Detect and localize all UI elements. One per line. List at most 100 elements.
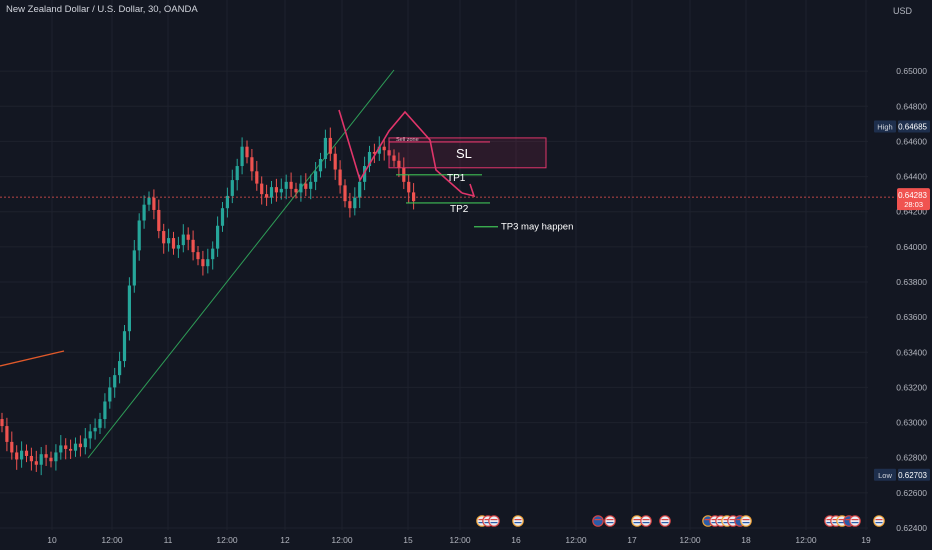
candle [147,191,151,211]
x-tick-label: 12:00 [565,535,587,545]
y-tick-label: 0.63000 [896,418,927,428]
candle [260,176,264,205]
candle [34,450,38,472]
candle [137,213,141,261]
candle [186,227,190,251]
candle [304,173,308,197]
candle [64,438,68,460]
candle [284,174,288,200]
y-tick-label: 0.64400 [896,172,927,182]
candle [338,160,342,194]
economic-events[interactable] [476,515,885,527]
candle [93,418,97,440]
x-tick-label: 12 [280,535,290,545]
candle [279,178,283,200]
event-flag-icon[interactable] [659,515,671,527]
candle [353,187,357,216]
candle [343,179,347,208]
candle [113,367,117,398]
candle [206,248,210,274]
candle [372,143,376,164]
y-tick-label: 0.65000 [896,66,927,76]
candle [255,160,259,191]
y-tick-label: 0.63200 [896,382,927,392]
x-tick-label: 12:00 [795,535,817,545]
sell-zone-box[interactable] [388,137,547,169]
candle [118,351,122,384]
candle [225,187,229,218]
chart-grid [0,0,868,530]
candle [191,230,195,261]
y-tick-label: 0.63600 [896,312,927,322]
x-tick-label: 12:00 [101,535,123,545]
candle [314,161,318,191]
x-tick-label: 12:00 [331,535,353,545]
x-tick-label: 19 [861,535,871,545]
candle [83,428,87,455]
tp1-label: TP1 [447,173,466,184]
y-tick-label: 0.62600 [896,488,927,498]
y-tick-label: 0.64800 [896,101,927,111]
event-flag-icon[interactable] [849,515,861,527]
candle [274,178,278,202]
event-flag-icon[interactable] [488,515,500,527]
candle [309,174,313,200]
event-flag-icon[interactable] [604,515,616,527]
event-flag-icon[interactable] [512,515,524,527]
candle [407,174,411,203]
countdown-value: 28:03 [904,200,923,209]
candle [132,240,136,293]
candle [397,152,401,178]
projection-arrowhead [461,183,476,198]
candle [98,412,102,434]
candle [181,224,185,253]
candle [294,182,298,199]
last-price-value: 0.64283 [898,191,927,200]
y-tick-label: 0.64600 [896,136,927,146]
candle [289,172,293,198]
event-flag-icon[interactable] [592,515,604,527]
candle [49,451,53,468]
candle [328,127,332,161]
candle [265,184,269,206]
candle [382,139,386,161]
candle [230,169,234,204]
svg-text:High: High [877,122,892,131]
candle [240,137,244,175]
price-axis[interactable]: 0.65000 0.64800 0.64600 0.64400 0.64200 0.640… [874,66,930,533]
candle [88,424,92,449]
x-tick-label: 15 [403,535,413,545]
x-tick-label: 10 [47,535,57,545]
annotations: Sell zone SL TP1 TP2 TP3 may happen [0,109,894,233]
symbol-title[interactable]: New Zealand Dollar / U.S. Dollar, 30, OA… [6,4,198,15]
orange-trendline [0,350,65,367]
candle [392,149,396,167]
event-flag-icon[interactable] [631,515,643,527]
x-tick-label: 12:00 [216,535,238,545]
event-flag-icon[interactable] [640,515,652,527]
candle [127,277,131,341]
candle [318,152,323,178]
candle [176,236,180,258]
event-flag-icon[interactable] [873,515,885,527]
candle [78,435,82,457]
high-marker: High 0.64685 [874,120,930,133]
candle [348,192,352,218]
candle [142,195,146,229]
svg-text:0.64685: 0.64685 [898,122,927,131]
candle [250,148,254,181]
time-axis[interactable]: 10 12:00 11 12:00 12 12:00 15 12:00 16 12:00 17 12:… [47,535,871,545]
candle [39,446,43,476]
event-flag-icon[interactable] [740,515,752,527]
candle [0,412,4,433]
x-tick-label: 16 [511,535,521,545]
candle [108,377,112,409]
candle [122,325,127,368]
y-tick-label: 0.64000 [896,242,927,252]
candle [29,447,33,471]
candlestick-series [0,127,416,476]
svg-text:0.62703: 0.62703 [898,471,927,480]
ascending-trendline [87,69,395,459]
candle [196,245,200,266]
